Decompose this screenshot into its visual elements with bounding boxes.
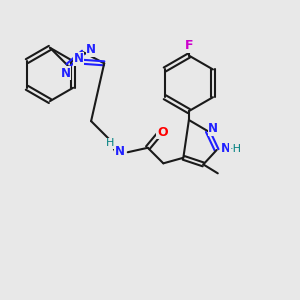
- Text: ·H: ·H: [230, 144, 242, 154]
- Text: N: N: [220, 142, 231, 155]
- Text: N: N: [86, 44, 96, 56]
- Text: N: N: [74, 52, 84, 65]
- Text: N: N: [115, 145, 125, 158]
- Text: H: H: [106, 138, 114, 148]
- Text: O: O: [157, 126, 167, 139]
- Text: N: N: [61, 67, 70, 80]
- Text: F: F: [184, 39, 193, 52]
- Text: N: N: [208, 122, 218, 135]
